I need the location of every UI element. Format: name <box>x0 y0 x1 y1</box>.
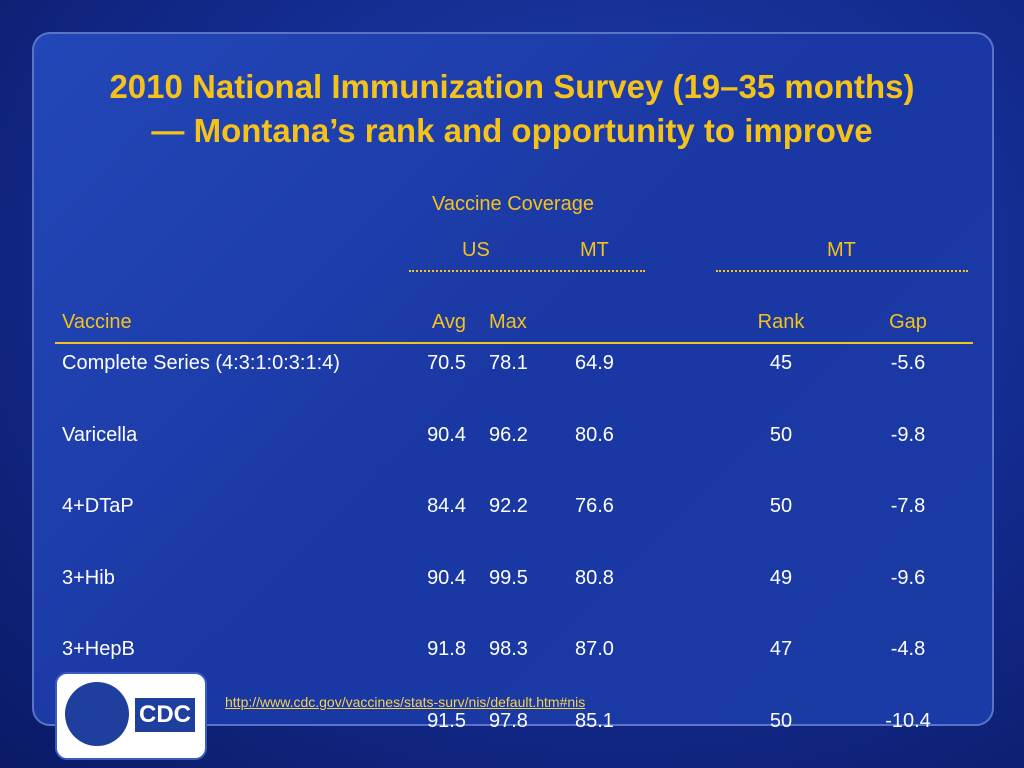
cell-value: 84.4 <box>427 495 466 518</box>
cell-value: -4.8 <box>890 638 926 661</box>
cell-value: 70.5 <box>427 352 466 374</box>
cell-value: 50 <box>769 423 793 446</box>
vaccine-name: 3+HepB <box>62 638 135 661</box>
cell-value: 47 <box>769 638 793 661</box>
column-header: Vaccine <box>62 311 132 333</box>
cell-value: 85.1 <box>575 710 614 732</box>
panel <box>32 32 994 726</box>
column-header: Rank <box>757 311 805 333</box>
cell-value: 91.5 <box>427 710 466 732</box>
source-link[interactable]: http://www.cdc.gov/vaccines/stats-surv/n… <box>225 694 586 710</box>
cell-value: 98.3 <box>489 638 528 661</box>
cell-value: 97.8 <box>489 710 528 732</box>
cell-value: 80.8 <box>575 566 614 589</box>
cell-value: 76.6 <box>575 495 614 518</box>
cell-value: 50 <box>769 495 793 518</box>
cell-value: 87.0 <box>575 638 614 661</box>
cell-value: 96.2 <box>489 423 528 446</box>
cell-value: 92.2 <box>489 495 528 518</box>
cell-value: -5.6 <box>890 352 926 374</box>
cell-value: 78.1 <box>489 352 528 374</box>
column-header: Gap <box>889 311 927 333</box>
cdc-logo: CDC <box>55 672 207 760</box>
title-line: 2010 National Immunization Survey (19–35… <box>109 68 915 105</box>
cell-value: 90.4 <box>427 566 466 589</box>
cell-value: 50 <box>769 710 793 732</box>
group-header: Vaccine Coverage <box>432 193 594 215</box>
cell-value: 80.6 <box>575 423 614 446</box>
subheader: MT <box>827 239 856 261</box>
title-line: — Montana’s rank and opportunity to impr… <box>151 112 873 149</box>
cell-value: -7.8 <box>890 495 926 518</box>
hhs-seal <box>65 682 129 746</box>
vaccine-name: Varicella <box>62 423 138 446</box>
cell-value: 64.9 <box>575 352 614 374</box>
column-header: Avg <box>431 311 466 333</box>
logo-text: CDC <box>135 698 195 732</box>
vaccine-name: Complete Series (4:3:1:0:3:1:4) <box>62 352 340 374</box>
cell-value: 90.4 <box>427 423 466 446</box>
cell-value: 49 <box>769 566 793 589</box>
header-rule <box>55 342 973 344</box>
subheader: US <box>462 239 490 261</box>
vaccine-name: 3+Hib <box>62 566 115 589</box>
cell-value: 45 <box>769 352 793 374</box>
cell-value: 91.8 <box>427 638 466 661</box>
column-header: Max <box>489 311 527 333</box>
divider <box>409 270 645 272</box>
cell-value: -10.4 <box>885 710 931 732</box>
cell-value: -9.8 <box>890 423 926 446</box>
subheader: MT <box>580 239 609 261</box>
divider <box>716 270 968 272</box>
vaccine-name: 4+DTaP <box>62 495 134 518</box>
cell-value: 99.5 <box>489 566 528 589</box>
cell-value: -9.6 <box>890 566 926 589</box>
